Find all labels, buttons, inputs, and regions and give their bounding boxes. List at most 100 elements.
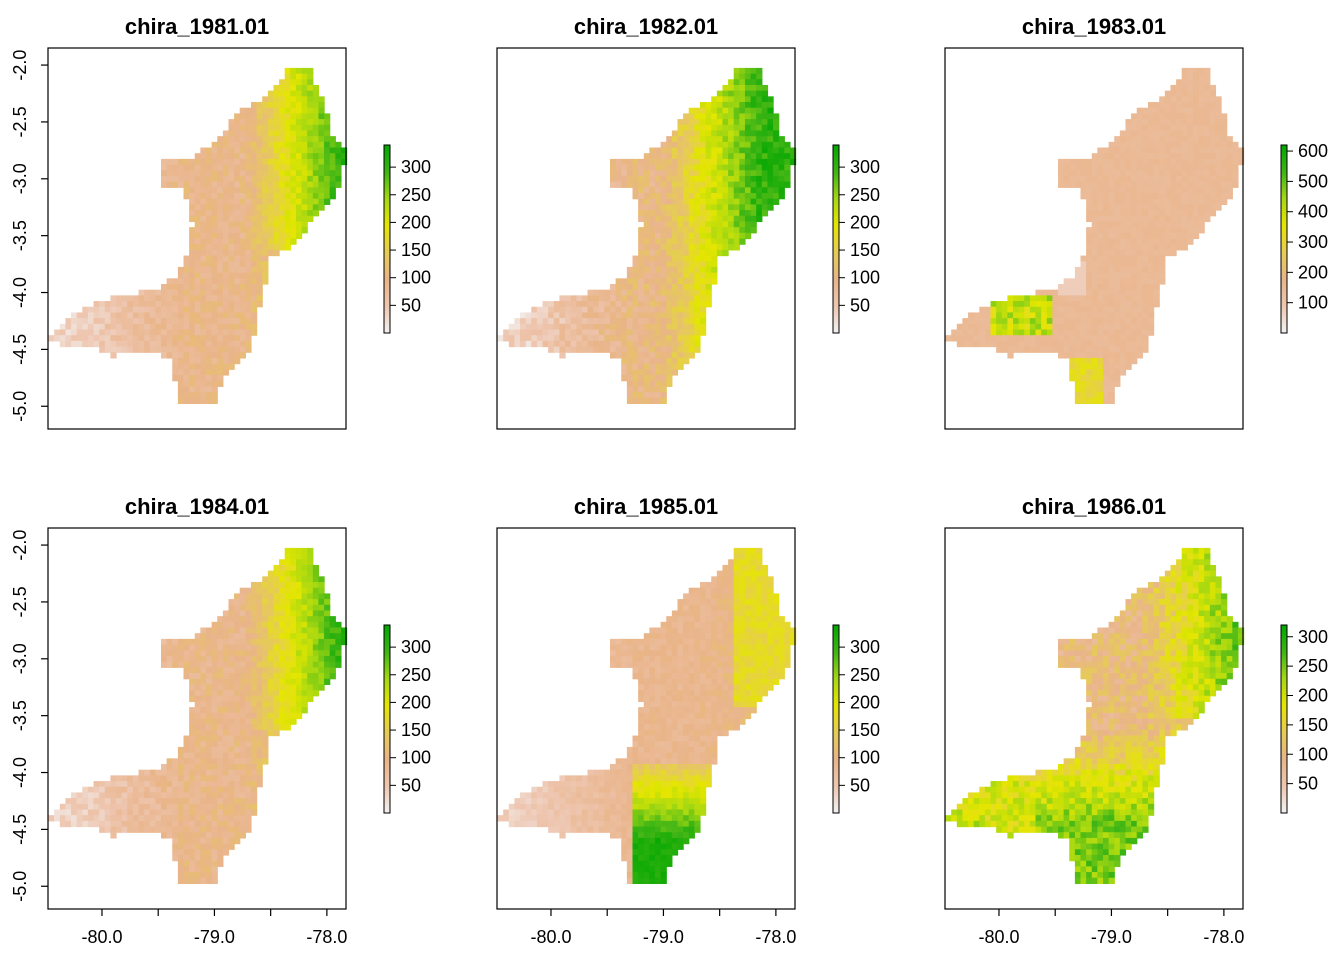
raster-cell	[1052, 335, 1059, 342]
raster-cell	[525, 312, 532, 319]
raster-cell	[256, 763, 263, 771]
raster-cell	[256, 667, 263, 674]
raster-cell	[722, 107, 729, 114]
raster-cell	[228, 249, 235, 257]
raster-cell	[728, 210, 735, 217]
raster-cell	[711, 210, 718, 217]
raster-cell	[1170, 124, 1177, 132]
raster-cell	[1237, 158, 1245, 166]
raster-cell	[239, 638, 246, 646]
raster-cell	[256, 221, 263, 228]
raster-cell	[256, 638, 263, 646]
raster-cell	[228, 781, 235, 788]
raster-cell	[767, 96, 774, 103]
raster-cell	[638, 158, 645, 166]
raster-cell	[638, 312, 645, 319]
raster-cell	[699, 261, 707, 268]
raster-cell	[161, 352, 168, 359]
raster-cell	[1142, 323, 1149, 331]
raster-cell	[621, 164, 628, 171]
raster-cell	[1086, 278, 1093, 285]
raster-cell	[262, 661, 269, 668]
raster-cell	[183, 815, 190, 822]
raster-cell	[1221, 187, 1228, 194]
raster-cell	[262, 621, 269, 629]
raster-cell	[750, 130, 757, 137]
raster-cell	[194, 655, 201, 663]
raster-cell	[295, 96, 303, 103]
raster-cell	[116, 803, 123, 811]
raster-cell	[284, 644, 291, 651]
raster-cell	[722, 215, 729, 223]
raster-cell	[290, 153, 297, 160]
raster-cell	[290, 147, 297, 154]
raster-cell	[671, 136, 679, 143]
raster-cell	[587, 346, 594, 353]
raster-cell	[1069, 301, 1076, 308]
raster-cell	[1052, 312, 1059, 319]
raster-cell	[144, 323, 151, 331]
raster-cell	[217, 261, 224, 268]
raster-cell	[189, 718, 196, 725]
raster-cell	[1153, 187, 1160, 194]
raster-cell	[1153, 255, 1160, 262]
raster-cell	[284, 616, 291, 623]
raster-cell	[99, 329, 106, 336]
raster-cell	[312, 170, 320, 177]
raster-cell	[1097, 301, 1104, 308]
raster-cell	[1153, 181, 1160, 188]
colorbar-label: 400	[1298, 202, 1328, 222]
raster-cell	[1114, 170, 1121, 177]
raster-cell	[234, 701, 241, 708]
raster-cell	[318, 582, 325, 589]
raster-cell	[711, 187, 718, 194]
raster-cell	[643, 380, 650, 387]
raster-cell	[784, 170, 791, 177]
raster-cell	[1074, 335, 1082, 342]
raster-cell	[177, 346, 185, 353]
raster-cell	[1103, 198, 1110, 205]
raster-cell	[307, 690, 314, 697]
raster-cell	[1153, 102, 1160, 109]
raster-cell	[228, 266, 235, 274]
raster-cell	[1074, 374, 1082, 382]
raster-cell	[116, 809, 123, 816]
raster-cell	[525, 815, 532, 822]
raster-cell	[683, 232, 690, 240]
raster-cell	[694, 215, 701, 223]
raster-cell	[1187, 193, 1194, 200]
raster-cell	[1204, 136, 1211, 143]
raster-cell	[1097, 215, 1104, 223]
raster-cell	[733, 153, 740, 160]
raster-cell	[1147, 244, 1155, 251]
raster-cell	[632, 266, 639, 274]
raster-cell	[239, 227, 246, 234]
raster-cell	[290, 707, 297, 714]
raster-cell	[973, 312, 980, 319]
raster-cell	[144, 340, 151, 348]
raster-cell	[273, 655, 280, 663]
raster-cell	[984, 318, 992, 325]
colorbar-label: 100	[850, 268, 880, 288]
raster-cell	[1176, 119, 1183, 126]
raster-cell	[1170, 215, 1177, 223]
raster-cell	[183, 741, 190, 748]
raster-cell	[239, 633, 246, 640]
raster-cell	[217, 301, 224, 308]
raster-cell	[222, 826, 230, 833]
raster-cell	[531, 798, 538, 805]
raster-cell	[1013, 346, 1020, 353]
raster-cell	[750, 113, 757, 120]
raster-cell	[183, 158, 190, 166]
raster-cell	[245, 238, 252, 245]
raster-cell	[189, 346, 196, 353]
raster-cell	[206, 272, 213, 279]
raster-cell	[217, 860, 224, 867]
raster-cell	[262, 193, 269, 200]
raster-cell	[329, 661, 336, 668]
raster-cell	[256, 775, 263, 782]
raster-cell	[1063, 170, 1070, 177]
raster-cell	[744, 136, 752, 143]
raster-cell	[1131, 323, 1138, 331]
raster-cell	[722, 164, 729, 171]
